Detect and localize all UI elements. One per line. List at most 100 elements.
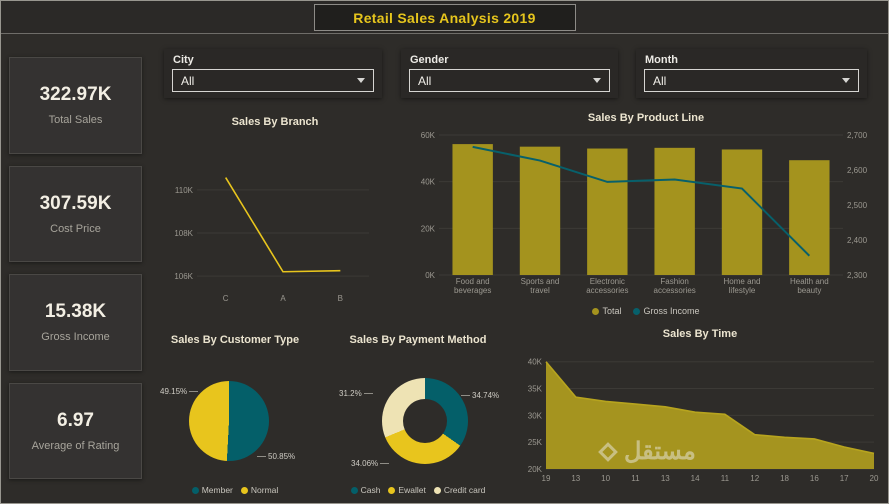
chart-title: Sales By Product Line — [587, 112, 705, 124]
percent-value: 34.74% — [472, 391, 500, 400]
svg-text:40K: 40K — [421, 178, 436, 187]
svg-text:17: 17 — [840, 474, 849, 483]
legend-label: Ewallet — [398, 485, 426, 495]
chevron-down-icon — [842, 78, 850, 83]
percent-value: 34.06% — [351, 459, 379, 468]
svg-text:19: 19 — [542, 474, 551, 483]
svg-text:14: 14 — [691, 474, 700, 483]
productline-chart-svg: 0K 20K 40K 60K 2,300 2,400 2,500 2,600 2,700 Food… — [421, 131, 868, 295]
callout-line — [461, 395, 470, 397]
kpi-label: Total Sales — [48, 114, 103, 127]
pie-percent-label-normal: 49.15% — [160, 387, 200, 396]
pie-percent-label-member: 50.85% — [255, 452, 295, 461]
sales-by-branch-plot[interactable]: 110K 108K 106K C A B — [161, 137, 389, 305]
kpi-column: 322.97K Total Sales 307.59K Cost Price 1… — [9, 57, 142, 479]
legend-dot — [350, 486, 358, 494]
city-slicer: City All — [164, 49, 382, 98]
payment-method-legend: Cash Ewallet Credit card — [329, 483, 507, 497]
svg-text:2,500: 2,500 — [847, 201, 868, 210]
legend-dot — [240, 486, 248, 494]
dropdown-value: All — [653, 73, 667, 88]
legend-item-gross-income: Gross Income — [633, 306, 700, 316]
product-line-legend: Total Gross Income — [409, 306, 883, 316]
svg-text:Health and: Health and — [790, 277, 829, 286]
svg-text:10: 10 — [601, 474, 610, 483]
svg-text:13: 13 — [661, 474, 670, 483]
svg-text:110K: 110K — [175, 186, 194, 195]
kpi-card-gross-income: 15.38K Gross Income — [9, 274, 142, 371]
branch-chart-svg: 110K 108K 106K C A B — [174, 177, 369, 303]
gender-dropdown[interactable]: All — [409, 69, 610, 92]
sales-by-time-plot[interactable]: 20K 25K 30K 35K 40K 19 13 10 11 13 14 11 12 18 16 17 20 — [516, 343, 884, 490]
dashboard-title-box: Retail Sales Analysis 2019 — [313, 4, 576, 31]
gender-slicer: Gender All — [401, 49, 618, 98]
chart-title: Sales By Branch — [231, 116, 319, 128]
kpi-card-total-sales: 322.97K Total Sales — [9, 57, 142, 154]
percent-value: 50.85% — [268, 452, 296, 461]
legend-item-cash: Cash — [350, 485, 381, 495]
slicer-label: Gender — [410, 54, 449, 66]
kpi-value: 322.97K — [39, 84, 112, 106]
donut-hole — [403, 399, 447, 443]
legend-label: Member — [201, 485, 233, 495]
donut-percent-label-credit-card: 31.2% — [339, 389, 375, 398]
city-dropdown[interactable]: All — [172, 69, 374, 92]
svg-text:11: 11 — [721, 474, 730, 483]
svg-text:18: 18 — [780, 474, 789, 483]
svg-text:20K: 20K — [421, 224, 436, 233]
svg-text:beauty: beauty — [797, 286, 821, 295]
sales-by-customer-type-chart: Sales By Customer Type 49.15% 50.85% Mem… — [159, 329, 311, 499]
callout-line — [257, 456, 266, 458]
donut-percent-label-ewallet: 34.06% — [351, 459, 391, 468]
legend-label: Cash — [360, 485, 381, 495]
svg-text:2,400: 2,400 — [847, 236, 868, 245]
legend-label: Total — [602, 306, 622, 316]
svg-text:20: 20 — [870, 474, 879, 483]
svg-text:2,700: 2,700 — [847, 131, 868, 140]
legend-dot — [433, 486, 441, 494]
month-slicer: Month All — [636, 49, 867, 98]
chart-title: Sales By Payment Method — [349, 334, 487, 346]
svg-text:30K: 30K — [528, 411, 543, 420]
legend-dot — [592, 307, 600, 315]
callout-line — [363, 393, 373, 395]
month-dropdown[interactable]: All — [644, 69, 859, 92]
svg-text:Fashion: Fashion — [660, 277, 688, 286]
svg-text:2,600: 2,600 — [847, 166, 868, 175]
svg-text:12: 12 — [750, 474, 759, 483]
payment-method-donut[interactable] — [382, 378, 468, 464]
legend-label: Credit card — [443, 485, 486, 495]
donut-percent-label-cash: 34.74% — [459, 391, 499, 400]
dashboard-title: Retail Sales Analysis 2019 — [353, 9, 536, 26]
kpi-label: Gross Income — [41, 331, 110, 344]
kpi-label: Average of Rating — [31, 439, 120, 452]
legend-item-member: Member — [191, 485, 233, 495]
sales-by-product-line-plot[interactable]: 0K 20K 40K 60K 2,300 2,400 2,500 2,600 2,700 Food… — [409, 127, 883, 306]
kpi-value: 15.38K — [44, 301, 107, 323]
svg-text:Electronic: Electronic — [590, 277, 625, 286]
chevron-down-icon — [593, 78, 601, 83]
svg-text:35K: 35K — [528, 385, 543, 394]
callout-line — [189, 391, 199, 393]
chart-title: Sales By Customer Type — [170, 334, 300, 346]
customer-type-pie[interactable] — [189, 381, 269, 461]
svg-text:lifestyle: lifestyle — [729, 286, 756, 295]
legend-item-ewallet: Ewallet — [388, 485, 426, 495]
svg-text:13: 13 — [571, 474, 580, 483]
legend-dot — [191, 486, 199, 494]
svg-text:Sports and: Sports and — [521, 277, 560, 286]
svg-text:25K: 25K — [528, 438, 543, 447]
kpi-value: 6.97 — [57, 409, 94, 431]
chart-title: Sales By Time — [662, 328, 738, 340]
kpi-card-cost-price: 307.59K Cost Price — [9, 165, 142, 262]
legend-label: Normal — [250, 485, 279, 495]
svg-text:A: A — [280, 294, 286, 303]
svg-text:60K: 60K — [421, 131, 436, 140]
dropdown-value: All — [418, 73, 432, 88]
svg-text:Food and: Food and — [456, 277, 490, 286]
percent-value: 49.15% — [160, 387, 188, 396]
svg-text:C: C — [223, 294, 229, 303]
dropdown-value: All — [181, 73, 195, 88]
percent-value: 31.2% — [339, 389, 362, 398]
